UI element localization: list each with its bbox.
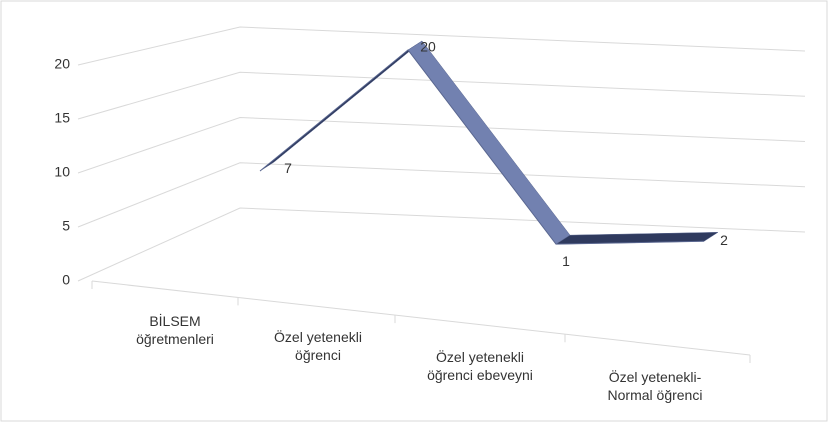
y-tick-label: 20 <box>54 56 70 72</box>
x-tick-label: Özel yetenekli öğrenci ebeveyni <box>427 349 533 383</box>
y-tick-label: 10 <box>54 164 70 180</box>
grid-line <box>77 71 806 120</box>
data-label: 1 <box>562 253 570 269</box>
ribbon-face <box>407 40 571 245</box>
x-tick-label: Özel yetenekli-Normal öğrenci <box>607 369 703 403</box>
grid-line <box>77 26 806 66</box>
line <box>259 49 705 245</box>
x-axis <box>91 280 751 356</box>
grid-line <box>77 116 806 174</box>
data-label: 7 <box>284 160 292 176</box>
y-tick-label: 5 <box>62 218 70 234</box>
grid-line <box>77 207 806 282</box>
chart-border <box>0 0 828 422</box>
y-tick-label: 15 <box>54 110 70 126</box>
x-tick-label: BİLSEM öğretmenleri <box>136 313 214 347</box>
data-label: 2 <box>720 232 728 248</box>
data-label: 20 <box>420 39 436 55</box>
y-tick-label: 0 <box>62 272 70 288</box>
grid-line <box>77 162 806 228</box>
x-tick-label: Özel yetenekli öğrenci <box>274 329 362 363</box>
